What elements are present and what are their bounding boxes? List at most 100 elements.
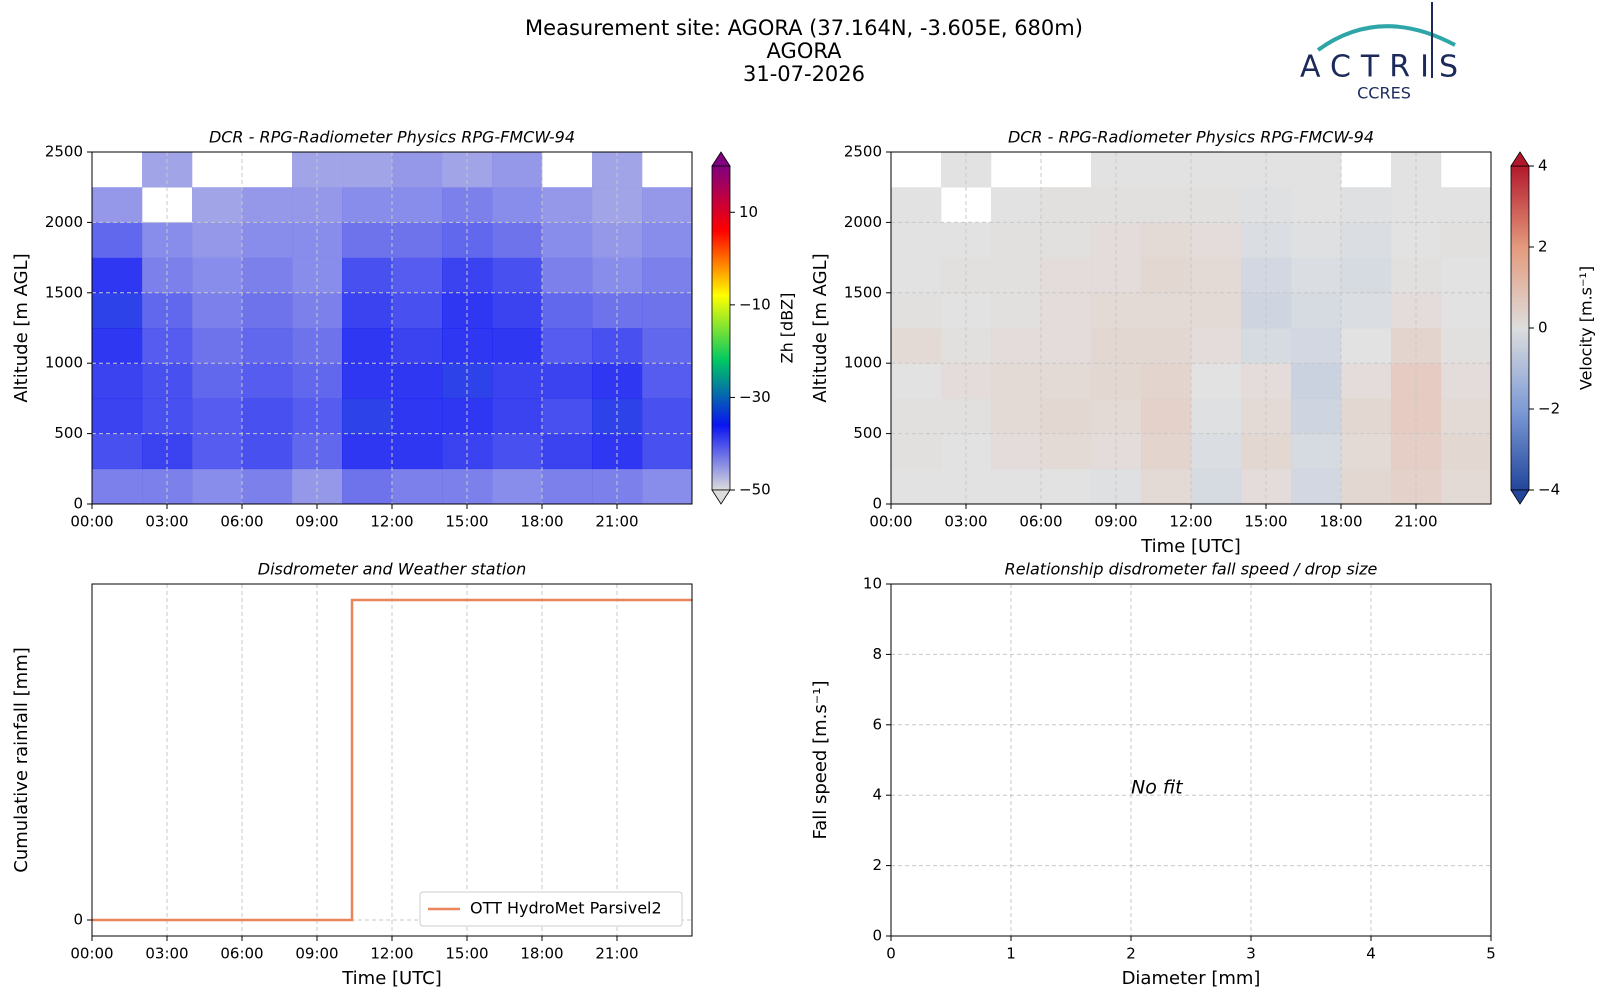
- x-tick-label: 12:00: [1169, 513, 1212, 531]
- heatmap-cell: [542, 328, 593, 364]
- heatmap-cell: [1141, 433, 1192, 470]
- x-tick-label: 12:00: [370, 945, 413, 963]
- heatmap-cell: [991, 328, 1042, 364]
- heatmap-cell: [642, 328, 693, 364]
- heatmap-cell: [1291, 292, 1342, 329]
- x-tick-label: 5: [1486, 945, 1496, 963]
- heatmap-cell: [1291, 468, 1342, 505]
- heatmap-cell: [342, 363, 393, 399]
- x-tick-label: 21:00: [1394, 513, 1437, 531]
- heatmap-cell: [1041, 398, 1092, 434]
- colorbar-tick-label: 2: [1538, 238, 1548, 256]
- heatmap-cell: [342, 468, 393, 505]
- x-axis-label: Diameter [mm]: [1122, 968, 1261, 989]
- heatmap-cell: [342, 152, 393, 188]
- legend-label: OTT HydroMet Parsivel2: [470, 899, 662, 918]
- heatmap-cell: [242, 187, 293, 223]
- heatmap-cell: [342, 187, 393, 223]
- logo-subtext: CCRES: [1357, 84, 1411, 103]
- heatmap-cell: [1141, 328, 1192, 364]
- heatmap-cell: [342, 398, 393, 434]
- heatmap-cell: [342, 257, 393, 294]
- heatmap-cell: [891, 222, 942, 258]
- x-tick-label: 2: [1126, 945, 1136, 963]
- heatmap-cell: [1141, 468, 1192, 505]
- y-axis-label: Altitude [m AGL]: [11, 253, 32, 402]
- heatmap-cell: [1441, 222, 1492, 258]
- plot-frame: [91, 583, 693, 937]
- y-tick-label: 0: [73, 911, 83, 929]
- x-tick-label: 15:00: [445, 513, 488, 531]
- colorbar-extend-bottom: [1510, 489, 1530, 505]
- heatmap-cell: [642, 187, 693, 223]
- heatmap-cell: [242, 468, 293, 505]
- x-tick-label: 09:00: [1094, 513, 1137, 531]
- heatmap-cell: [991, 433, 1042, 470]
- heatmap-cell: [492, 292, 543, 329]
- heatmap-cell: [642, 433, 693, 470]
- heatmap-cell: [392, 152, 443, 188]
- heatmap-cell: [1341, 363, 1392, 399]
- heatmap-cell: [192, 433, 243, 470]
- heatmap-cell: [1041, 222, 1092, 258]
- panel: DCR - RPG-Radiometer Physics RPG-FMCW-94…: [810, 128, 1596, 558]
- heatmap-cell: [1141, 363, 1192, 399]
- heatmap-cell: [1341, 433, 1392, 470]
- heatmap-cell: [92, 433, 143, 470]
- heatmap-cell: [242, 328, 293, 364]
- heatmap-cell: [1041, 187, 1092, 223]
- x-tick-label: 03:00: [145, 945, 188, 963]
- heatmap-cell: [1041, 363, 1092, 399]
- y-tick-label: 8: [872, 645, 882, 663]
- plot-frame: [890, 583, 1492, 937]
- colorbar-tick-label: −4: [1538, 481, 1560, 499]
- heatmap-cell: [642, 363, 693, 399]
- heatmap-cell: [542, 222, 593, 258]
- x-tick-label: 4: [1366, 945, 1376, 963]
- heatmap-cell: [642, 222, 693, 258]
- annotation: No fit: [1131, 777, 1184, 799]
- heatmap-cell: [192, 292, 243, 329]
- heatmap-cell: [192, 363, 243, 399]
- heatmap-cell: [1041, 257, 1092, 294]
- y-tick-label: 2500: [844, 143, 882, 161]
- panel: Relationship disdrometer fall speed / dr…: [810, 560, 1496, 990]
- heatmap-cell: [242, 363, 293, 399]
- x-tick-label: 3: [1246, 945, 1256, 963]
- heatmap-cell: [1141, 222, 1192, 258]
- heatmap-cell: [392, 398, 443, 434]
- x-tick-label: 21:00: [595, 513, 638, 531]
- heatmap-cell: [392, 363, 443, 399]
- heatmap-cell: [891, 187, 942, 223]
- logo-text: ACTRIS: [1300, 50, 1468, 85]
- heatmap-cell: [1341, 328, 1392, 364]
- heatmap-cell: [1191, 187, 1242, 223]
- heatmap-cell: [1341, 222, 1392, 258]
- heatmap-cell: [342, 222, 393, 258]
- heatmap-cell: [492, 257, 543, 294]
- x-tick-label: 18:00: [520, 945, 563, 963]
- heatmap-cell: [492, 398, 543, 434]
- heatmap-cell: [891, 433, 942, 470]
- heatmap-cell: [392, 292, 443, 329]
- header-title: Measurement site: AGORA (37.164N, -3.605…: [525, 16, 1083, 40]
- heatmap-cell: [1341, 398, 1392, 434]
- heatmap-cell: [1441, 292, 1492, 329]
- heatmap-cell: [891, 257, 942, 294]
- y-axis-label: Altitude [m AGL]: [810, 253, 831, 402]
- heatmap-cell: [891, 292, 942, 329]
- header-date: 31-07-2026: [743, 62, 865, 86]
- heatmap-cell: [392, 187, 443, 223]
- x-tick-label: 03:00: [145, 513, 188, 531]
- logo: ACTRIS CCRES: [1300, 2, 1468, 103]
- y-tick-label: 1000: [45, 354, 83, 372]
- heatmap-cell: [242, 222, 293, 258]
- x-tick-label: 15:00: [445, 945, 488, 963]
- x-axis-label: Time [UTC]: [1140, 536, 1241, 557]
- heatmap-cell: [342, 292, 393, 329]
- heatmap-cell: [92, 292, 143, 329]
- x-tick-label: 00:00: [869, 513, 912, 531]
- heatmap-cell: [991, 222, 1042, 258]
- y-tick-label: 6: [872, 715, 882, 733]
